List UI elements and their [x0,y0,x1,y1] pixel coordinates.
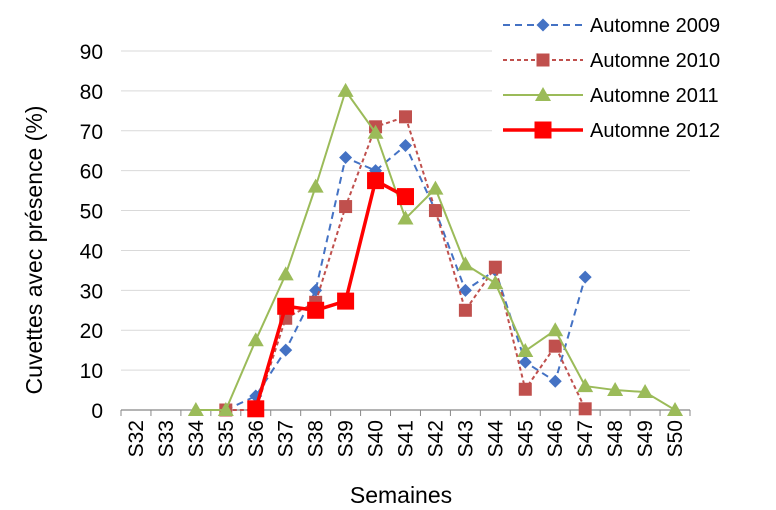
data-point-triangle [547,322,564,337]
data-point-square [367,172,385,190]
x-tick-label: S34 [185,420,208,458]
y-tick-label: 50 [80,201,103,224]
data-point-diamond [399,139,412,153]
data-point-square [247,400,265,418]
x-tick-label: S46 [544,420,567,457]
data-point-diamond [518,355,532,369]
x-tick-label: S47 [574,420,597,457]
y-tick-label: 80 [80,81,103,104]
y-tick-label: 30 [80,280,103,303]
data-point-square [428,204,442,218]
x-tick-label: S43 [454,420,477,457]
x-axis-title: Semaines [350,482,452,508]
x-tick-label: S49 [634,420,657,457]
data-point-triangle [487,275,504,290]
y-tick-label: 90 [80,41,103,64]
x-tick-label: S42 [424,420,447,457]
data-point-square [397,188,414,206]
data-point-diamond [339,151,353,165]
data-point-triangle [427,180,444,195]
data-point-triangle [397,210,414,225]
data-point-triangle [607,382,624,397]
data-point-square [399,110,412,124]
data-point-triangle [277,266,294,281]
y-tick-label: 10 [80,360,103,383]
legend-label: Automne 2011 [590,85,719,107]
x-tick-label: S37 [275,420,298,457]
data-point-square [488,260,502,274]
y-tick-label: 20 [80,320,103,343]
y-tick-label: 40 [80,240,103,263]
series-layer [187,82,684,418]
data-point-diamond [578,270,592,284]
data-point-triangle [517,342,534,357]
data-point-square [307,301,325,319]
data-point-triangle [337,82,354,97]
x-tick-label: S35 [215,420,238,457]
data-point-diamond [279,343,293,357]
x-axis-tick-labels: S32 S33 S34 S35 S36 S37 S38 S39 S40 S41 S42 S43 S44 S… [125,420,687,458]
series-automne-2011 [187,82,684,416]
y-axis-tick-labels: 0 10 20 30 40 50 60 70 80 90 [80,41,103,423]
data-point-triangle [667,402,684,416]
data-point-triangle [187,402,204,416]
x-tick-label: S38 [305,420,328,457]
series-automne-2009 [219,139,592,417]
data-point-square [534,121,552,139]
legend: Automne 2009 Automne 2010 Automne 2011 Auto… [492,0,776,152]
x-tick-label: S33 [155,420,178,457]
legend-label: Automne 2010 [590,50,720,72]
data-point-diamond [536,18,550,32]
data-point-square [337,292,355,310]
x-tick-label: S45 [514,420,537,457]
data-point-square [578,402,592,416]
data-point-triangle [637,384,654,399]
x-tick-label: S50 [664,420,687,457]
data-point-square [548,339,562,353]
x-tick-label: S36 [245,420,268,457]
legend-label: Automne 2012 [590,120,720,142]
data-point-triangle [457,256,474,271]
x-tick-label: S48 [604,420,627,457]
series-line [254,178,407,410]
y-axis-title: Cuvettes avec présence (%) [21,106,47,395]
data-point-square [339,200,353,214]
data-point-triangle [247,332,264,347]
x-tick-label: S44 [484,420,507,458]
y-tick-label: 70 [80,121,103,144]
data-point-diamond [458,283,472,297]
legend-label: Automne 2009 [590,15,720,37]
series-line [225,115,587,411]
data-point-triangle [367,124,384,139]
data-point-triangle [217,402,234,416]
data-point-diamond [548,374,562,388]
data-point-square [536,53,550,67]
data-point-triangle [577,378,594,393]
series-automne-2012 [247,172,414,418]
x-tick-label: S40 [365,420,388,457]
x-tick-label: S41 [395,420,418,457]
data-point-square [458,303,472,317]
data-point-triangle [535,87,551,101]
data-point-square [277,297,295,315]
x-tick-label: S39 [335,420,358,457]
data-point-square [518,382,532,396]
y-tick-label: 60 [80,161,103,184]
data-point-triangle [307,178,324,193]
x-tick-label: S32 [125,420,148,457]
y-tick-label: 0 [91,400,103,423]
